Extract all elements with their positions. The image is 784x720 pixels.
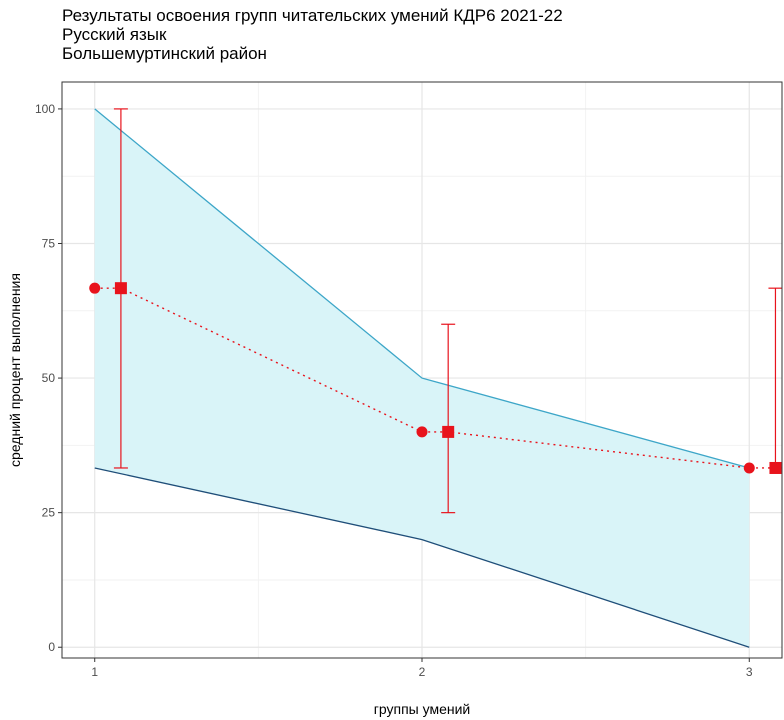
axis-ticks: 0 25 50 75 100 1 2 3 xyxy=(35,102,753,679)
y-axis-title: средний процент выполнения xyxy=(7,273,23,467)
circle-point xyxy=(416,426,428,438)
x-tick-label: 1 xyxy=(91,665,98,679)
chart-subtitle-district: Большемуртинский район xyxy=(62,44,267,63)
chart-subtitle-subject: Русский язык xyxy=(62,25,167,44)
square-point xyxy=(114,282,127,295)
band-upper-line xyxy=(94,108,750,469)
y-tick-label: 75 xyxy=(42,236,56,250)
band-lower-line xyxy=(94,467,750,648)
data-marks xyxy=(89,108,783,514)
square-point xyxy=(769,461,782,474)
x-tick-label: 3 xyxy=(746,665,753,679)
y-tick-label: 100 xyxy=(35,102,55,116)
y-tick-label: 0 xyxy=(48,640,55,654)
mean-connector-line xyxy=(94,287,776,469)
x-axis-title: группы умений xyxy=(374,701,470,717)
y-tick-label: 25 xyxy=(42,506,56,520)
chart-title: Результаты освоения групп читательских у… xyxy=(62,6,563,25)
y-tick-label: 50 xyxy=(42,371,56,385)
range-band xyxy=(94,108,750,648)
chart-title-block: Результаты освоения групп читательских у… xyxy=(62,6,563,63)
circle-point xyxy=(89,282,101,294)
circle-point xyxy=(743,462,755,474)
square-point xyxy=(442,425,455,438)
x-tick-label: 2 xyxy=(419,665,426,679)
